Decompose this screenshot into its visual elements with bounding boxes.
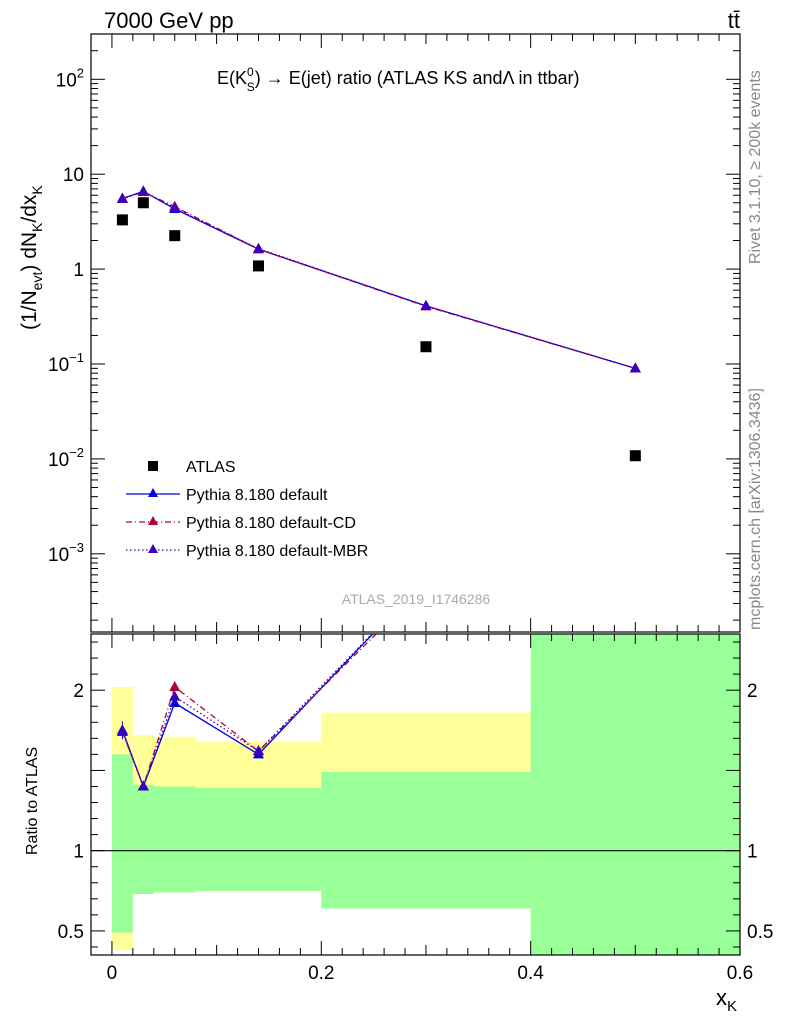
title-lambda: Λ <box>502 68 514 88</box>
x-tick-label: 0.2 <box>308 963 334 984</box>
ratio-marker-2 <box>116 725 128 736</box>
uncertainty-band-green <box>111 754 133 933</box>
uncertainty-band-green <box>153 786 196 893</box>
ratio-marker-2 <box>169 690 181 701</box>
title-e: E(K <box>217 68 247 88</box>
legend: ATLAS Pythia 8.180 default Pythia 8.180 … <box>126 459 368 560</box>
ratio-y-tick-label-left: 0.5 <box>58 922 84 943</box>
legend-label-cd: Pythia 8.180 default-CD <box>186 515 356 532</box>
ylabel-c-sub: K <box>29 185 45 195</box>
main-frame <box>90 33 741 633</box>
uncertainty-band-green <box>195 788 322 891</box>
atlas-data-point <box>137 197 149 209</box>
ratio-marker-2 <box>137 780 149 791</box>
ylabel-a-sub: evt <box>29 272 45 291</box>
ylabel-c: /dx <box>18 194 41 223</box>
ratio-axis-ticks: 0.5 0.5 1 1 2 2 0 0.2 0.4 0.6 <box>58 634 773 984</box>
analysis-watermark: ATLAS_2019_I1746286 <box>342 591 491 607</box>
atlas-data-point <box>629 450 641 462</box>
ratio-plot-area <box>91 634 740 955</box>
mcplots-label: mcplots.cern.ch [arXiv:1306.3436] <box>747 388 764 630</box>
ylabel-b: ) dN <box>18 232 41 272</box>
series-marker-dotted <box>420 299 432 310</box>
legend-label-default: Pythia 8.180 default <box>186 487 328 504</box>
legend-marker-cd <box>148 516 158 525</box>
xlabel-sub: K <box>727 998 737 1015</box>
legend-item-mbr: Pythia 8.180 default-MBR <box>126 543 368 560</box>
title-sup: 0 <box>247 65 254 79</box>
ratio-marker-2 <box>252 745 264 756</box>
header-process-label: tt̄ <box>728 8 740 33</box>
atlas-data-point <box>252 260 264 272</box>
legend-item-cd: Pythia 8.180 default-CD <box>126 515 356 532</box>
legend-marker-default <box>148 488 158 497</box>
ratio-frame <box>90 633 741 956</box>
title-rest: ) → E(jet) ratio (ATLAS KS and <box>255 68 503 88</box>
uncertainty-band-green <box>530 634 740 955</box>
legend-marker-atlas <box>148 461 158 471</box>
x-tick-label: 0.6 <box>727 963 753 984</box>
y-tick-label: 10−2 <box>48 445 84 471</box>
legend-item-atlas: ATLAS <box>148 459 236 476</box>
series-marker-dotted <box>252 242 264 253</box>
series-marker-dotted <box>137 185 149 196</box>
ratio-y-tick-label-left: 2 <box>73 681 84 702</box>
series-marker-dotted <box>629 362 641 373</box>
legend-label-atlas: ATLAS <box>186 459 236 476</box>
series-line-solid <box>122 190 636 369</box>
ratio-y-tick-label-right: 2 <box>747 681 758 702</box>
series-line-dashdot <box>122 191 636 369</box>
ratio-line-1 <box>121 634 377 789</box>
series-marker-dotted <box>116 192 128 203</box>
ratio-panel: 0.5 0.5 1 1 2 2 0 0.2 0.4 0.6 Ratio to ATLAS xK <box>24 633 773 1015</box>
y-tick-label: 10 <box>63 165 84 186</box>
ylabel-b-sub: K <box>29 222 45 232</box>
main-plot-area <box>116 185 641 462</box>
ylabel-a: (1/N <box>18 290 41 330</box>
header-energy-label: 7000 GeV pp <box>104 8 234 33</box>
ratio-y-tick-label-left: 1 <box>73 842 84 863</box>
y-tick-label: 1 <box>73 260 84 281</box>
atlas-data-point <box>169 230 181 242</box>
legend-item-default: Pythia 8.180 default <box>126 487 328 504</box>
y-tick-label: 10−3 <box>48 540 84 566</box>
series-marker-dotted <box>169 202 181 213</box>
ratio-y-tick-label-right: 1 <box>747 842 758 863</box>
legend-marker-mbr <box>148 544 158 553</box>
main-axis-ticks: 102 10 1 10−1 10−2 10−3 <box>48 33 741 632</box>
main-title: E(K0 S) → E(jet) ratio (ATLAS KS andΛ in … <box>217 65 580 94</box>
x-tick-label: 0 <box>107 963 118 984</box>
title-sub: S <box>247 80 255 94</box>
ratio-marker-1 <box>169 680 181 691</box>
main-ylabel: (1/Nevt) dNK/dxK <box>18 185 45 330</box>
legend-label-mbr: Pythia 8.180 default-MBR <box>186 543 368 560</box>
uncertainty-band-green <box>132 784 154 895</box>
ratio-xlabel: xK <box>716 985 737 1015</box>
y-tick-label: 10−1 <box>48 350 84 376</box>
title-tail: in ttbar) <box>514 68 580 88</box>
rivet-version-label: Rivet 3.1.10, ≥ 200k events <box>747 70 764 264</box>
x-tick-label: 0.4 <box>517 963 544 984</box>
ratio-ylabel: Ratio to ATLAS <box>24 747 41 855</box>
main-panel: 102 10 1 10−1 10−2 10−3 E(K0 S) → E(jet) ratio… <box>18 33 741 633</box>
series-line-dotted <box>122 190 636 369</box>
y-tick-label: 102 <box>56 65 84 91</box>
atlas-data-point <box>116 214 128 226</box>
xlabel-main: x <box>716 985 727 1010</box>
ratio-y-tick-label-right: 0.5 <box>747 922 773 943</box>
atlas-data-point <box>420 341 432 353</box>
uncertainty-band-green <box>321 772 531 909</box>
